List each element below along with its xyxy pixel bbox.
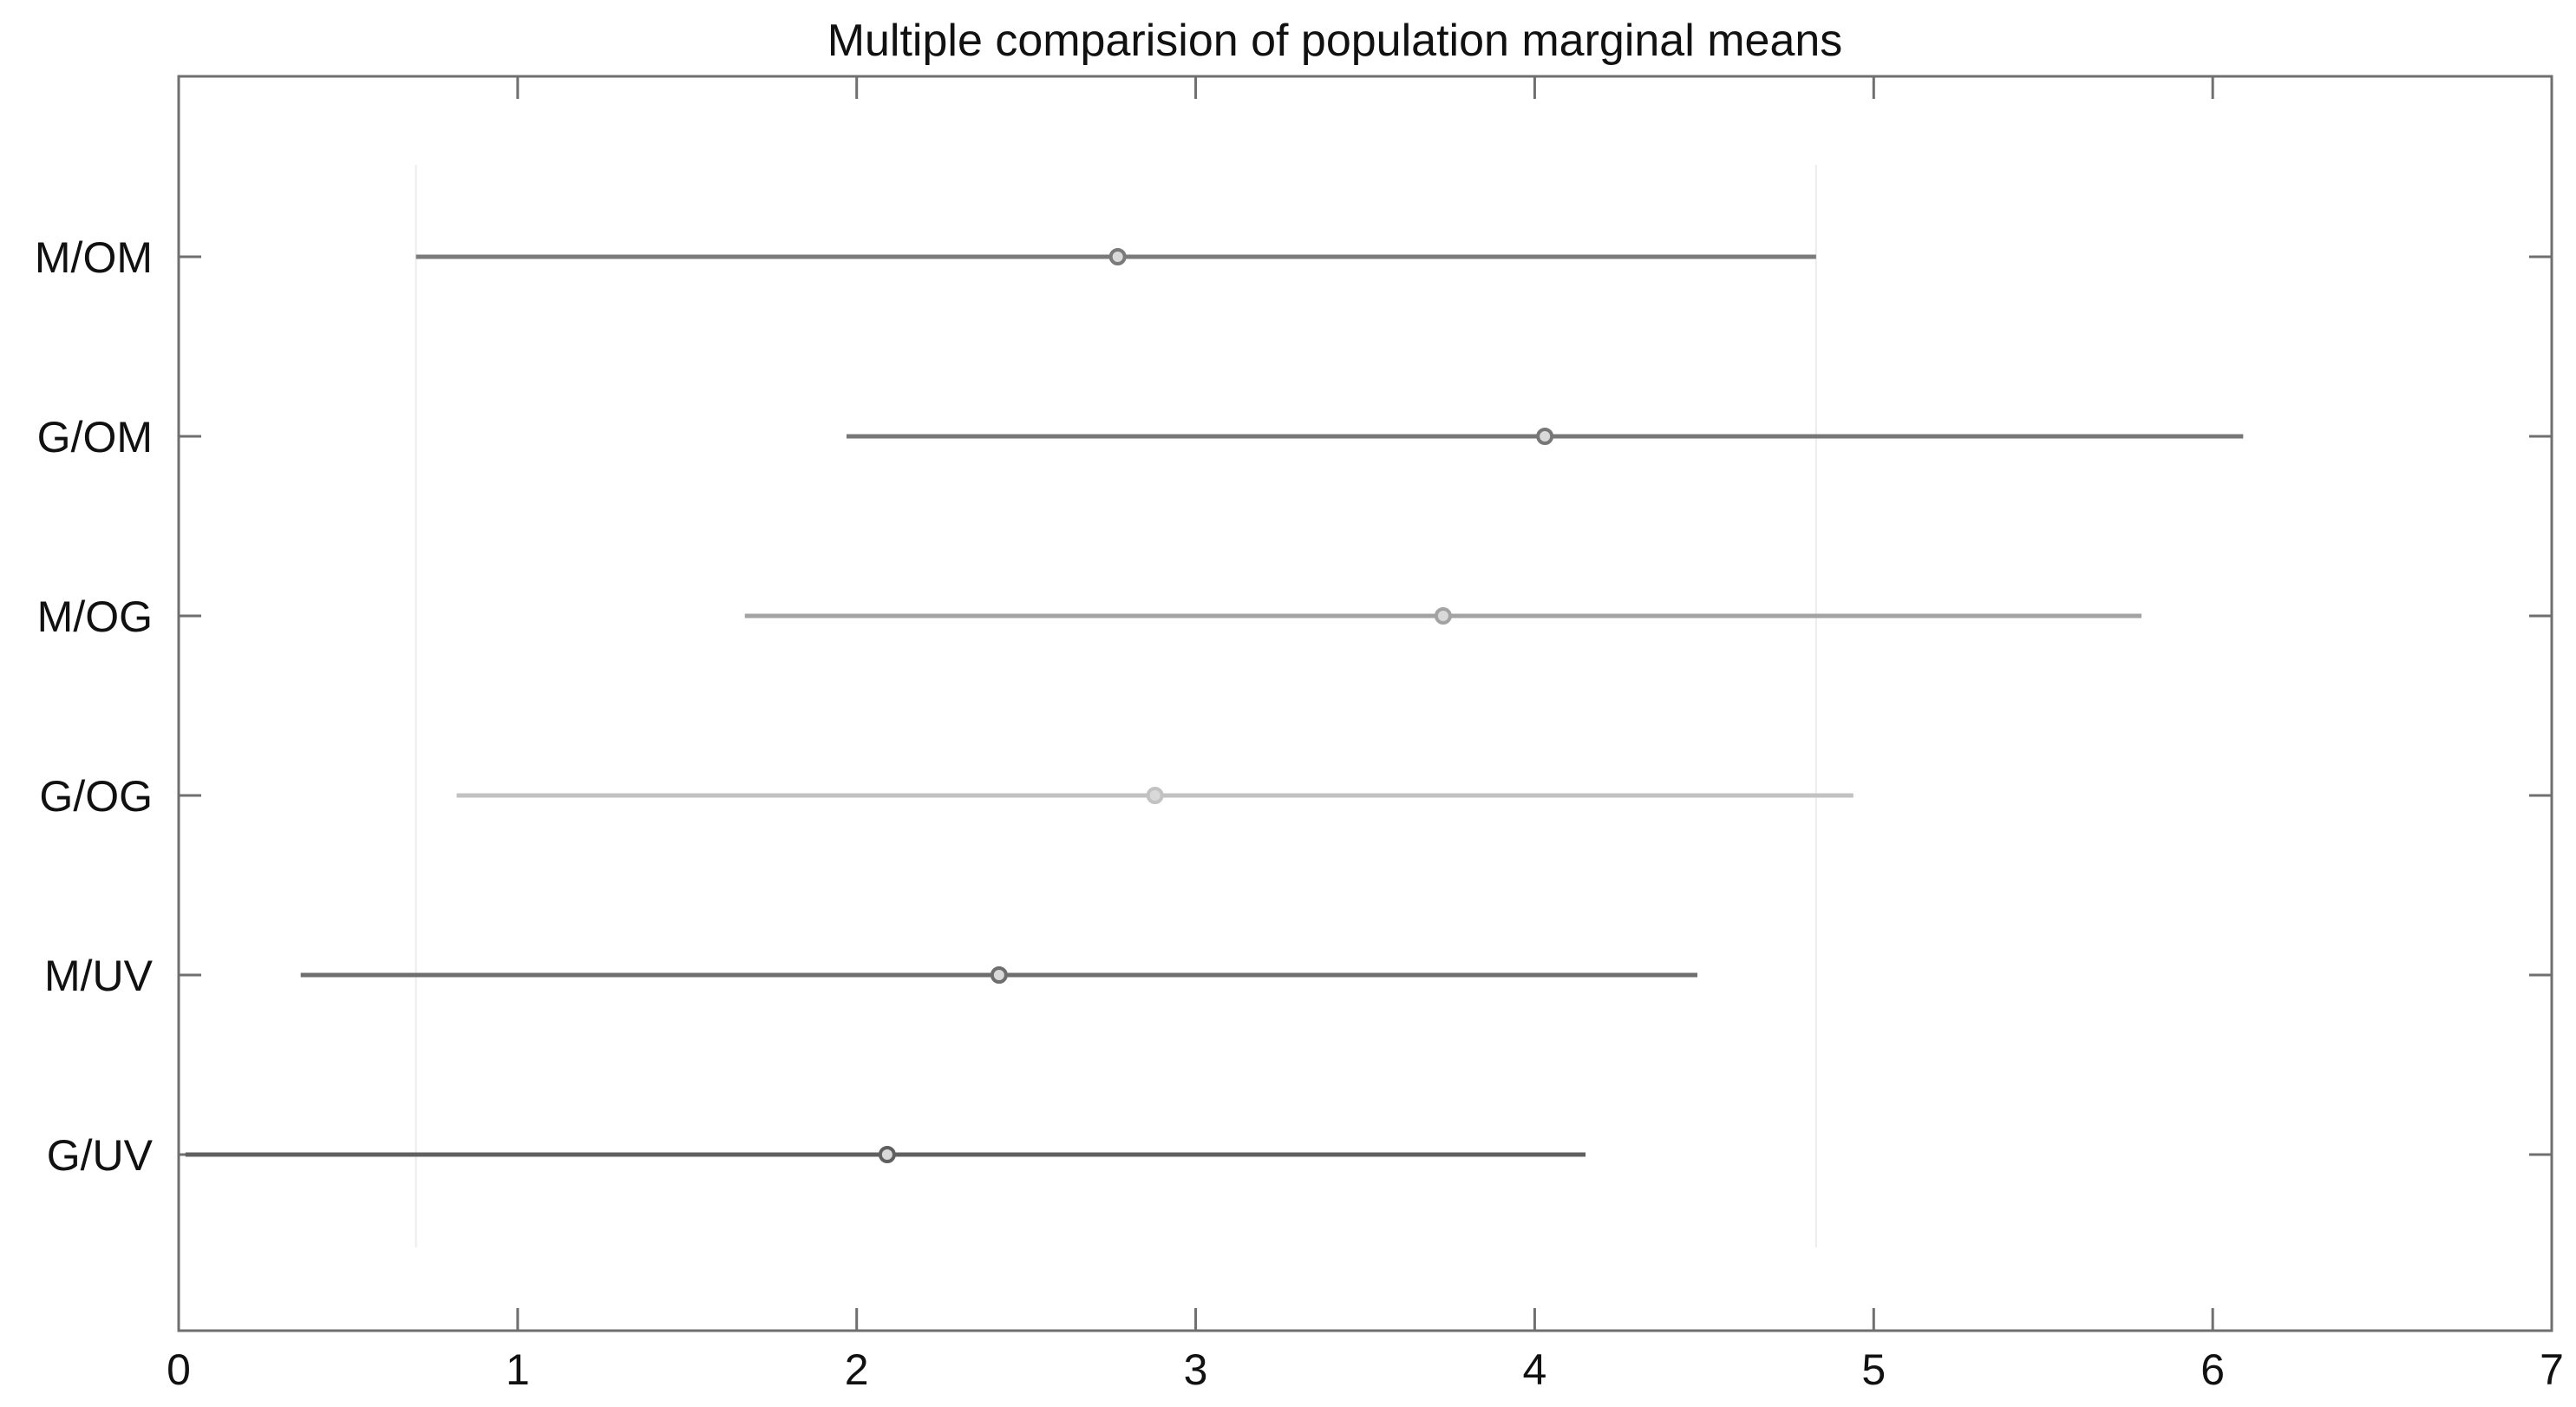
x-tick-label-1: 1	[506, 1345, 530, 1394]
category-label-g-uv: G/UV	[47, 1131, 154, 1180]
x-tick-label-2: 2	[845, 1345, 869, 1394]
mean-marker-g-om	[1536, 428, 1554, 445]
category-label-m-om: M/OM	[35, 233, 153, 282]
chart-title: Multiple comparision of population margi…	[827, 16, 1843, 66]
x-axis-tick-labels: 0 1 2 3 4 5 6 7	[167, 1345, 2564, 1394]
mean-marker-m-om	[1108, 248, 1127, 265]
x-tick-label-4: 4	[1523, 1345, 1547, 1394]
category-label-g-og: G/OG	[39, 772, 153, 821]
x-tick-label-3: 3	[1184, 1345, 1208, 1394]
mean-marker-m-uv	[990, 966, 1008, 984]
category-label-m-uv: M/UV	[44, 952, 154, 1000]
category-label-m-og: M/OG	[37, 592, 153, 641]
category-labels: M/OM G/OM M/OG G/OG M/UV G/UV	[35, 233, 154, 1180]
x-tick-label-7: 7	[2540, 1345, 2564, 1394]
plot-frame	[177, 75, 2553, 1332]
category-label-g-om: G/OM	[37, 413, 153, 461]
mean-marker-m-og	[1434, 607, 1452, 625]
mean-marker-g-og	[1146, 787, 1164, 804]
comparison-intervals	[185, 248, 2244, 1163]
x-axis-ticks	[177, 76, 2553, 1331]
x-tick-label-0: 0	[167, 1345, 191, 1394]
reference-lines	[415, 165, 1817, 1247]
x-tick-label-5: 5	[1861, 1345, 1886, 1394]
mean-marker-g-uv	[878, 1146, 896, 1163]
x-tick-label-6: 6	[2200, 1345, 2225, 1394]
